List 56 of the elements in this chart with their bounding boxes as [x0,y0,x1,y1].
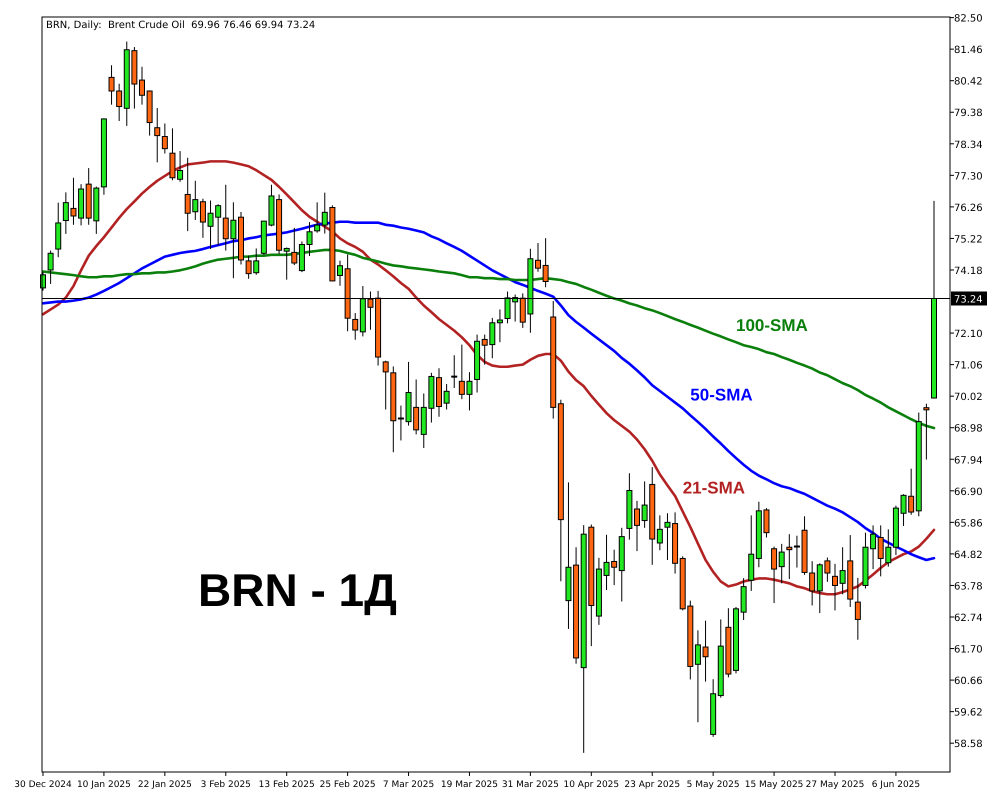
y-tick-label: 67.94 [954,455,983,466]
y-tick-label: 66.90 [954,486,983,498]
chart-title: BRN, Daily: Brent Crude Oil 69.96 76.46 69.94 73.24 [46,20,316,31]
y-tick-label: 65.86 [954,518,983,530]
x-tick-label: 31 Mar 2025 [502,780,559,790]
y-tick-label: 77.30 [954,171,983,182]
x-tick-label: 7 Mar 2025 [382,780,434,790]
series-label: 21-SMA [682,478,746,498]
candlestick [352,312,358,340]
candlestick [451,354,458,388]
y-tick-label: 58.58 [954,739,983,750]
y-tick-label: 64.82 [954,550,983,561]
x-tick-label: 19 Mar 2025 [440,780,498,790]
candlestick [314,202,320,234]
y-tick-label: 70.02 [954,392,983,404]
x-tick-label: 27 May 2025 [806,780,864,790]
y-tick-label: 80.42 [954,76,983,88]
y-tick-label: 78.34 [954,140,983,151]
candlestick [382,360,389,410]
x-tick-label: 30 Dec 2024 [14,780,72,790]
y-tick-label: 61.70 [954,644,983,656]
x-tick-label: 23 Apr 2025 [624,780,680,790]
y-tick-label: 71.06 [954,360,983,372]
series-label: 50-SMA [690,385,753,404]
y-tick-label: 82.50 [954,14,983,25]
candlestick [923,403,930,460]
y-tick-label: 62.74 [954,612,983,624]
ref-line-label: 73.24 [954,294,983,306]
x-tick-label: 3 Feb 2025 [200,780,251,790]
candlestick [854,577,861,640]
candlestick [48,250,54,284]
y-tick-label: 76.26 [954,202,983,214]
candlestick [154,108,160,163]
x-tick-label: 10 Apr 2025 [563,780,620,790]
y-tick-label: 74.18 [954,266,983,277]
annotation: BRN - 1Д [198,564,397,616]
x-tick-label: 13 Feb 2025 [258,780,315,790]
candlestick [656,514,663,551]
x-tick-label: 15 May 2025 [744,780,804,790]
x-tick-label: 6 Jun 2025 [872,780,920,790]
y-tick-label: 75.22 [954,234,983,246]
candlestick [184,157,191,232]
y-tick-label: 81.46 [954,45,983,56]
y-tick-label: 63.78 [954,581,983,592]
y-tick-label: 72.10 [954,329,983,340]
candlestick [162,122,168,154]
y-tick-label: 68.98 [954,424,983,435]
x-tick-label: 5 May 2025 [686,780,740,790]
x-tick-label: 22 Jan 2025 [138,780,192,790]
y-tick-label: 79.38 [954,108,983,120]
x-tick-label: 25 Feb 2025 [320,780,376,790]
x-tick-label: 10 Jan 2025 [76,780,131,790]
line-series [42,248,936,430]
y-tick-label: 59.62 [954,708,983,719]
series-label: 100-SMA [736,316,808,336]
y-tick-label: 60.66 [954,676,983,688]
